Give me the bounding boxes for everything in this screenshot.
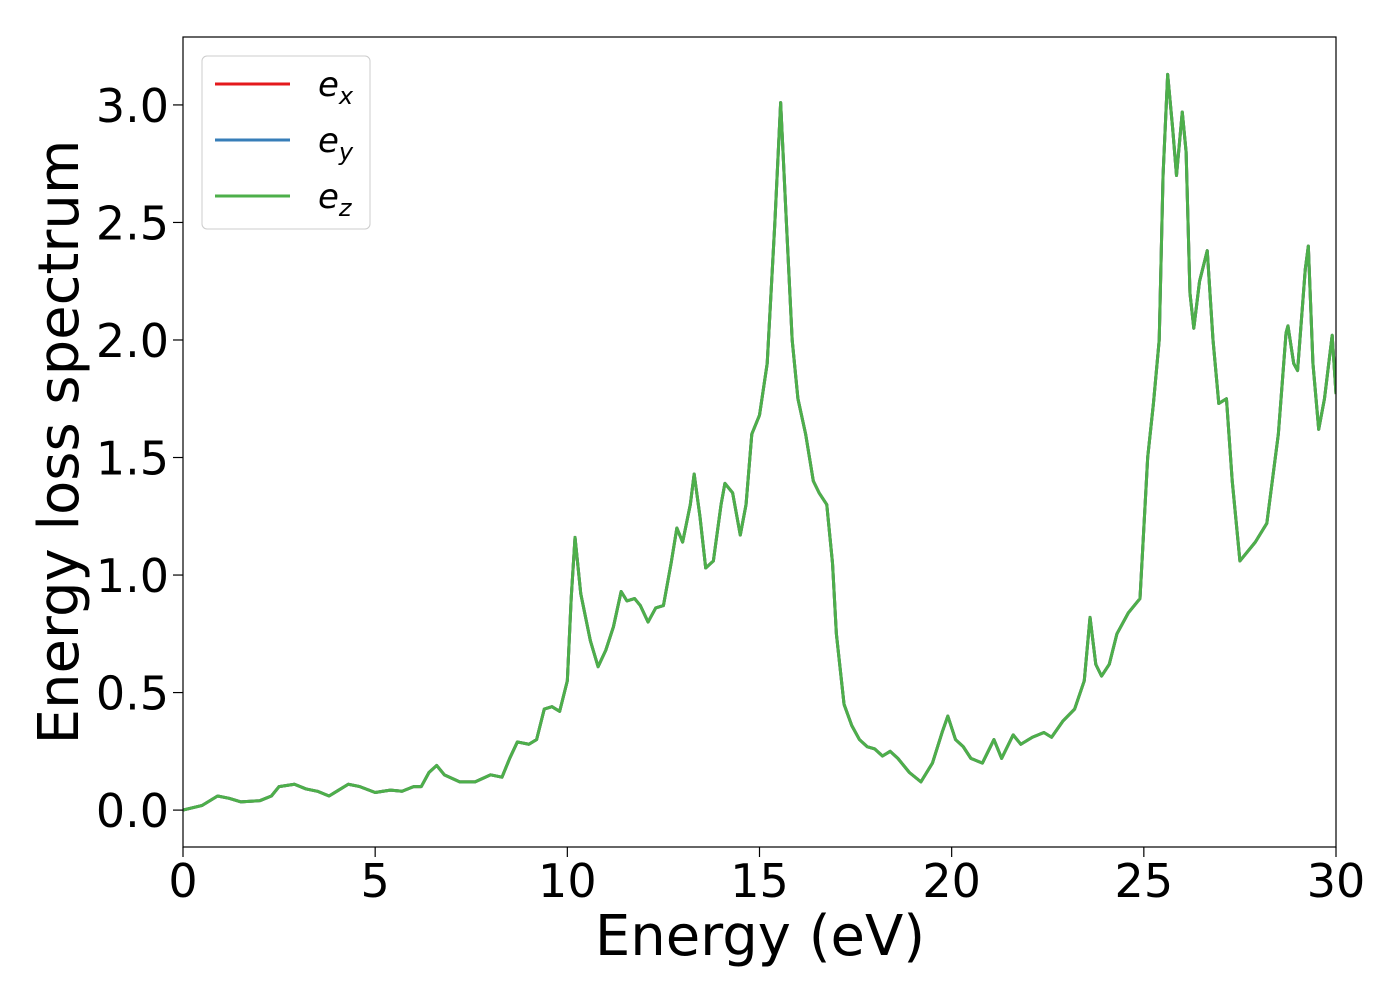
series-line [183,72,1336,812]
legend-label: ey [318,121,354,166]
y-tick-label: 3.0 [96,79,169,133]
y-tick-label: 2.0 [96,314,169,368]
y-tick-label: 1.0 [96,549,169,603]
legend-label: ez [318,177,353,222]
x-tick-label: 5 [361,854,390,908]
y-tick-label: 1.5 [96,432,169,486]
x-tick-label: 15 [730,854,789,908]
y-tick-label: 2.5 [96,196,169,250]
x-axis-label: Energy (eV) [595,904,925,969]
legend-frame [201,55,371,230]
y-tick-label: 0.5 [96,667,169,721]
legend-label: ex [318,65,354,110]
legend: ex ey ez [201,55,371,230]
x-tick-label: 25 [1115,854,1174,908]
x-tick-label: 10 [538,854,597,908]
y-axis-label: Energy loss spectrum [27,140,92,745]
x-tick-label: 0 [168,854,197,908]
x-tick-label: 20 [922,854,981,908]
plot-frame [182,36,1337,848]
x-tick-label: 30 [1307,854,1366,908]
y-tick-label: 0.0 [96,784,169,838]
